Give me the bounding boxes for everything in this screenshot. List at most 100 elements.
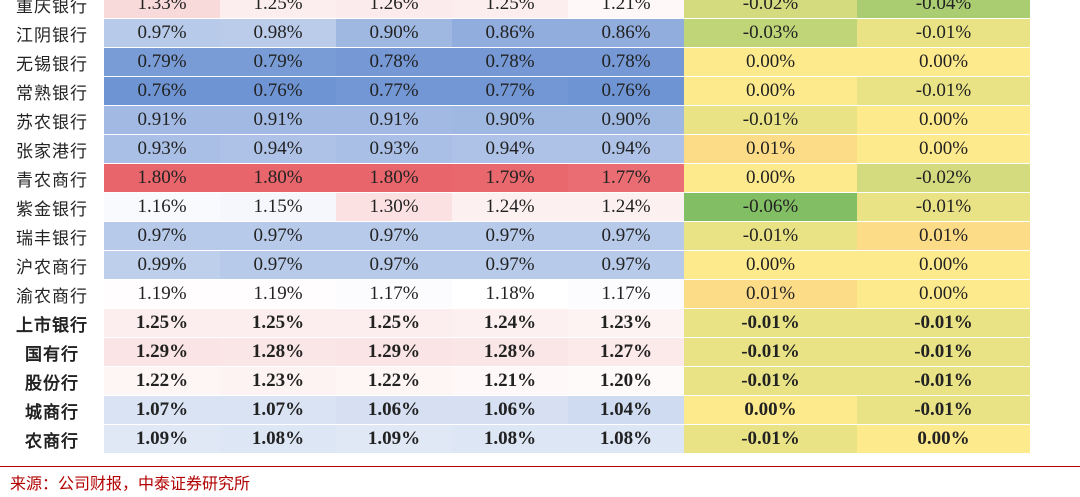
value-cell: 1.79% <box>452 164 568 192</box>
bank-name-cell: 苏农银行 <box>16 112 88 133</box>
bank-name-cell: 青农商行 <box>16 170 88 191</box>
change-cell: 0.01% <box>684 280 857 308</box>
value-cell: 1.25% <box>220 0 336 18</box>
value-cell: 0.91% <box>104 106 220 134</box>
change-cell: 0.00% <box>857 425 1030 453</box>
table-row: 紫金银行 1.16% 1.15% 1.30% 1.24% 1.24% -0.06% -0.01… <box>0 193 1030 221</box>
value-cell: 1.17% <box>336 280 452 308</box>
value-cell: 1.29% <box>104 338 220 366</box>
value-cell: 1.16% <box>104 193 220 221</box>
value-cell: 0.94% <box>568 135 684 163</box>
bank-name-cell: 紫金银行 <box>16 199 88 220</box>
change-cell: -0.01% <box>857 338 1030 366</box>
bank-name-cell: 无锡银行 <box>16 54 88 75</box>
change-cell: -0.01% <box>857 19 1030 47</box>
change-cell: 0.00% <box>684 77 857 105</box>
bank-name-cell: 瑞丰银行 <box>16 228 88 249</box>
value-cell: 1.28% <box>220 338 336 366</box>
value-cell: 0.93% <box>104 135 220 163</box>
value-cell: 1.09% <box>336 425 452 453</box>
table-row: 瑞丰银行 0.97% 0.97% 0.97% 0.97% 0.97% -0.01% 0.01% <box>0 222 1030 250</box>
value-cell: 0.78% <box>452 48 568 76</box>
value-cell: 0.77% <box>336 77 452 105</box>
value-cell: 0.90% <box>568 106 684 134</box>
value-cell: 1.25% <box>104 309 220 337</box>
value-cell: 0.86% <box>452 19 568 47</box>
value-cell: 1.19% <box>220 280 336 308</box>
bank-name-cell: 上市银行 <box>16 315 88 336</box>
table-row: 重庆银行 1.33% 1.25% 1.26% 1.25% 1.21% -0.02% -0.04… <box>0 0 1030 18</box>
value-cell: 1.33% <box>104 0 220 18</box>
table-row: 农商行 1.09% 1.08% 1.09% 1.08% 1.08% -0.01% 0.00% <box>0 425 1030 453</box>
change-cell: -0.06% <box>684 193 857 221</box>
table-row: 青农商行 1.80% 1.80% 1.80% 1.79% 1.77% 0.00% -0.02% <box>0 164 1030 192</box>
change-cell: -0.01% <box>857 193 1030 221</box>
value-cell: 1.25% <box>452 0 568 18</box>
change-cell: -0.01% <box>684 309 857 337</box>
value-cell: 0.79% <box>220 48 336 76</box>
value-cell: 0.91% <box>220 106 336 134</box>
table-row: 上市银行 1.25% 1.25% 1.25% 1.24% 1.23% -0.01% -0.01… <box>0 309 1030 337</box>
bank-name-cell: 国有行 <box>25 344 79 365</box>
value-cell: 1.07% <box>104 396 220 424</box>
value-cell: 1.06% <box>336 396 452 424</box>
value-cell: 1.25% <box>220 309 336 337</box>
table-row: 股份行 1.22% 1.23% 1.22% 1.21% 1.20% -0.01% -0.01% <box>0 367 1030 395</box>
value-cell: 0.97% <box>220 222 336 250</box>
change-cell: 0.00% <box>857 251 1030 279</box>
value-cell: 1.08% <box>568 425 684 453</box>
change-cell: 0.00% <box>857 135 1030 163</box>
value-cell: 0.91% <box>336 106 452 134</box>
value-cell: 1.80% <box>220 164 336 192</box>
value-cell: 1.15% <box>220 193 336 221</box>
table-row: 沪农商行 0.99% 0.97% 0.97% 0.97% 0.97% 0.00% 0.00% <box>0 251 1030 279</box>
value-cell: 0.97% <box>568 222 684 250</box>
change-cell: -0.01% <box>857 77 1030 105</box>
value-cell: 0.78% <box>336 48 452 76</box>
table-row: 江阴银行 0.97% 0.98% 0.90% 0.86% 0.86% -0.03% -0.01… <box>0 19 1030 47</box>
change-cell: -0.01% <box>857 309 1030 337</box>
value-cell: 0.79% <box>104 48 220 76</box>
value-cell: 0.93% <box>336 135 452 163</box>
table-body: 重庆银行 1.33% 1.25% 1.26% 1.25% 1.21% -0.02% -0.04… <box>0 0 1030 453</box>
value-cell: 1.29% <box>336 338 452 366</box>
value-cell: 1.24% <box>568 193 684 221</box>
value-cell: 1.09% <box>104 425 220 453</box>
value-cell: 0.77% <box>452 77 568 105</box>
value-cell: 0.90% <box>336 19 452 47</box>
change-cell: 0.00% <box>857 48 1030 76</box>
bank-name-cell: 股份行 <box>25 373 79 394</box>
value-cell: 1.27% <box>568 338 684 366</box>
value-cell: 1.20% <box>568 367 684 395</box>
value-cell: 1.80% <box>104 164 220 192</box>
value-cell: 0.78% <box>568 48 684 76</box>
value-cell: 0.94% <box>220 135 336 163</box>
change-cell: -0.01% <box>684 367 857 395</box>
value-cell: 1.23% <box>568 309 684 337</box>
bank-name-cell: 农商行 <box>25 431 79 452</box>
value-cell: 1.21% <box>568 0 684 18</box>
value-cell: 1.24% <box>452 193 568 221</box>
bank-name-cell: 重庆银行 <box>16 0 88 17</box>
value-cell: 1.22% <box>104 367 220 395</box>
bank-name-cell: 沪农商行 <box>16 257 88 278</box>
value-cell: 1.25% <box>336 309 452 337</box>
table-row: 常熟银行 0.76% 0.76% 0.77% 0.77% 0.76% 0.00% -0.01% <box>0 77 1030 105</box>
change-cell: 0.00% <box>857 106 1030 134</box>
value-cell: 1.06% <box>452 396 568 424</box>
change-cell: 0.00% <box>857 280 1030 308</box>
source-divider <box>0 466 1080 467</box>
value-cell: 1.19% <box>104 280 220 308</box>
value-cell: 1.21% <box>452 367 568 395</box>
value-cell: 1.17% <box>568 280 684 308</box>
bank-name-cell: 江阴银行 <box>16 25 88 46</box>
value-cell: 0.97% <box>452 222 568 250</box>
table-row: 张家港行 0.93% 0.94% 0.93% 0.94% 0.94% 0.01% 0.00% <box>0 135 1030 163</box>
change-cell: -0.01% <box>857 396 1030 424</box>
value-cell: 0.76% <box>220 77 336 105</box>
table-row: 渝农商行 1.19% 1.19% 1.17% 1.18% 1.17% 0.01% 0.00% <box>0 280 1030 308</box>
value-cell: 1.08% <box>220 425 336 453</box>
change-cell: 0.01% <box>857 222 1030 250</box>
value-cell: 1.24% <box>452 309 568 337</box>
change-cell: 0.00% <box>684 251 857 279</box>
